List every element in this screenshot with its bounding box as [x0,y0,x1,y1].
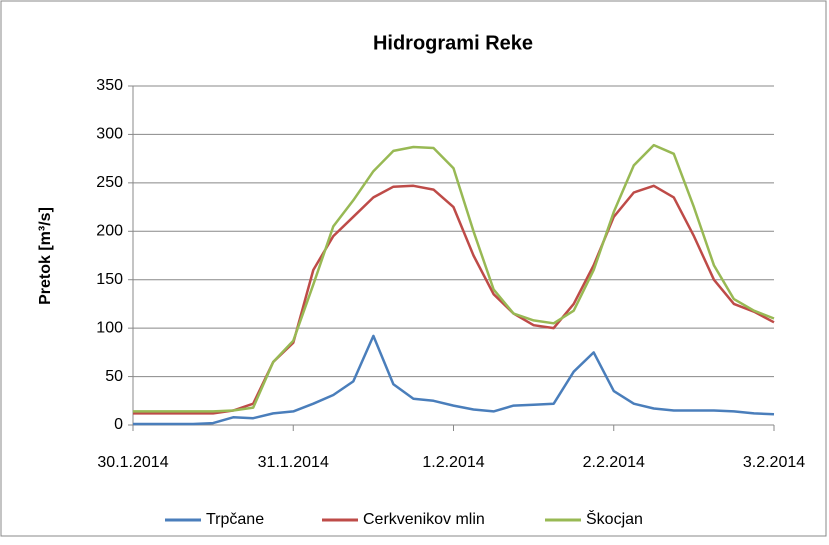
line-series [133,143,775,413]
y-tick-label: 100 [96,319,123,336]
y-tick-label: 250 [96,174,123,191]
y-tick-label: 300 [96,126,123,143]
y-tick-label: 200 [96,223,123,240]
line-series [133,184,775,415]
x-tick-label: 2.2.2014 [583,454,645,471]
legend-label: Trpčane [206,511,264,528]
x-tick-label: 1.2.2014 [422,454,484,471]
x-tick-label: 3.2.2014 [743,454,805,471]
y-tick-label: 50 [105,368,123,385]
y-tick-label: 150 [96,271,123,288]
y-axis-label: Pretok [m³/s] [37,207,54,305]
line-series [133,334,775,426]
x-tick-label: 30.1.2014 [97,454,168,471]
legend-label: Cerkvenikov mlin [363,511,485,528]
chart-title: Hidrogrami Reke [373,32,533,54]
x-tick-label: 31.1.2014 [258,454,329,471]
y-tick-label: 350 [96,77,123,94]
legend-label: Škocjan [586,509,643,528]
y-tick-label: 0 [114,416,123,433]
